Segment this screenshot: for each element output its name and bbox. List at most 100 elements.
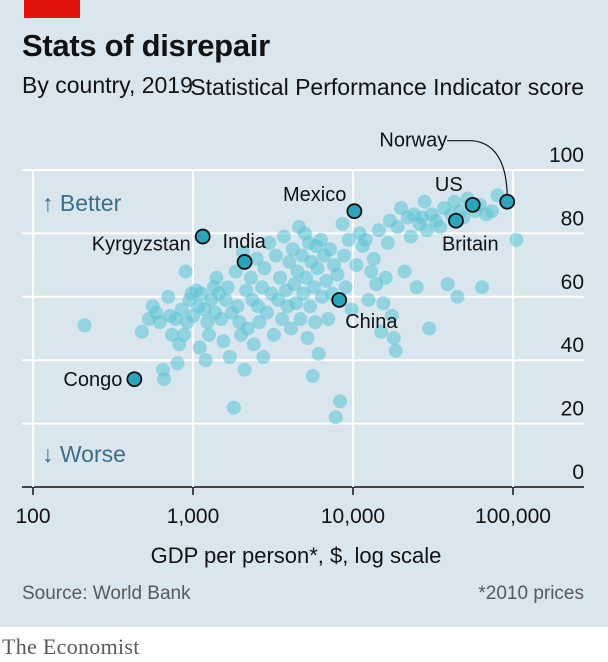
country-point (485, 204, 500, 219)
country-point (338, 280, 353, 295)
country-point (300, 331, 315, 346)
country-point (165, 327, 180, 342)
country-point (358, 232, 373, 247)
country-point (77, 318, 92, 333)
country-point (222, 350, 237, 365)
country-point (380, 235, 395, 250)
highlighted-point (331, 292, 348, 308)
country-point (349, 258, 364, 273)
country-label: China (345, 311, 398, 333)
country-point (450, 289, 465, 304)
country-point (422, 321, 437, 336)
worse-label: ↓ Worse (42, 441, 126, 467)
country-point (321, 311, 336, 326)
country-point (376, 296, 391, 311)
country-point (388, 343, 403, 358)
country-point (417, 194, 432, 209)
country-point (177, 327, 192, 342)
country-point (284, 321, 299, 336)
country-point (192, 340, 207, 355)
country-point (509, 232, 524, 247)
country-point (216, 334, 231, 349)
country-point (440, 277, 455, 292)
y-tick-label: 20 (561, 398, 584, 421)
price-footnote: *2010 prices (478, 583, 584, 604)
country-point (409, 280, 424, 295)
country-point (214, 311, 229, 326)
country-point (384, 308, 399, 323)
country-point (276, 229, 291, 244)
highlighted-points: Norway US Mexico Britain Kyrgyzstan India Chin… (63, 130, 516, 391)
country-point (288, 296, 303, 311)
country-point (228, 264, 243, 279)
country-point (257, 261, 272, 276)
country-point (256, 350, 271, 365)
country-points (77, 188, 524, 425)
country-point (178, 264, 193, 279)
country-label: Congo (63, 369, 122, 391)
publisher-logo: The Economist (2, 634, 140, 659)
country-point (403, 229, 418, 244)
country-point (268, 248, 283, 263)
highlighted-point (464, 196, 481, 213)
highlighted-point (346, 203, 363, 220)
axis-ticks: 0 20 40 60 80 100 100 1,000 10,000 100,000 (15, 144, 584, 528)
y-tick-label: 60 (561, 271, 584, 294)
country-point (243, 270, 258, 285)
country-point (364, 264, 379, 279)
gridlines (22, 169, 584, 488)
highlighted-point (448, 212, 464, 229)
x-tick-label: 100,000 (475, 505, 551, 528)
country-point (323, 242, 338, 257)
country-point (240, 321, 255, 336)
country-point (337, 248, 352, 263)
country-point (237, 362, 252, 377)
x-tick-label: 1,000 (167, 505, 220, 528)
country-point (287, 277, 302, 292)
country-point (335, 216, 350, 231)
country-point (157, 372, 172, 387)
leader-lines (447, 140, 508, 194)
country-point (419, 223, 434, 238)
country-label: Norway (379, 130, 447, 152)
y-axis-title-text: Statistical Performance Indicator score (190, 74, 584, 100)
country-point (433, 220, 448, 235)
x-axis-title: GDP per person*, $, log scale (151, 543, 442, 568)
country-point (262, 235, 277, 250)
highlighted-point (126, 371, 143, 388)
country-point (366, 251, 381, 266)
country-point (390, 220, 405, 235)
country-point (198, 353, 213, 368)
country-point (313, 232, 328, 247)
chart-title: Stats of disrepair (22, 28, 270, 63)
country-point (246, 337, 261, 352)
country-point (266, 327, 281, 342)
country-point (308, 315, 323, 330)
country-point (306, 280, 321, 295)
economist-red-tag (24, 0, 80, 18)
country-point (305, 369, 320, 384)
country-point (259, 305, 274, 320)
country-label: India (223, 231, 267, 253)
country-point (218, 292, 233, 307)
country-point (374, 324, 389, 339)
country-label: Britain (442, 234, 499, 256)
highlighted-point (499, 193, 516, 210)
country-point (293, 311, 308, 326)
x-tick-label: 100 (15, 505, 50, 528)
country-point (371, 223, 386, 238)
country-point (174, 302, 189, 317)
y-tick-label: 0 (572, 461, 584, 484)
country-point (226, 400, 241, 415)
country-point (220, 280, 235, 295)
country-point (386, 331, 401, 346)
y-tick-label: 40 (561, 334, 584, 357)
country-point (333, 394, 348, 409)
source-note: Source: World Bank (22, 583, 191, 604)
country-point (341, 232, 356, 247)
country-point (202, 327, 217, 342)
country-point (303, 299, 318, 314)
norway-leader-line (447, 140, 508, 194)
scatter-plot: Norway US Mexico Britain Kyrgyzstan India Chin… (15, 130, 584, 568)
country-label: Kyrgyzstan (92, 234, 191, 256)
